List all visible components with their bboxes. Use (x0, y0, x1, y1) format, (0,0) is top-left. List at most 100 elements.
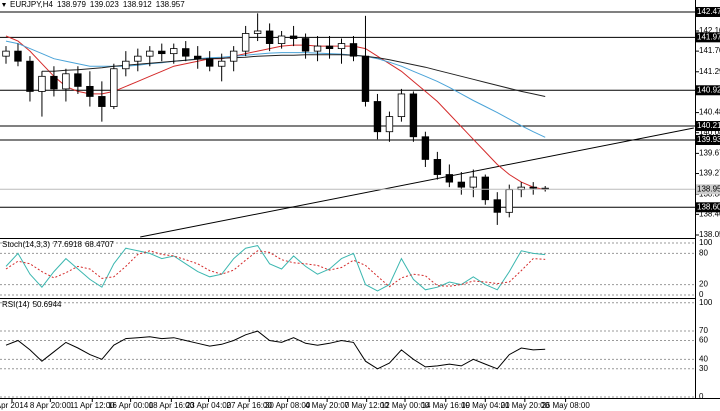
x-tick-label: Apr 2014 (0, 401, 29, 410)
menu-arrow (2, 3, 6, 7)
x-tick-label: 21 May 20:00 (501, 401, 550, 410)
x-tick-label: 26 May 08:00 (541, 401, 590, 410)
candle-body (445, 174, 454, 183)
ohlc-value: 138.912 (123, 0, 152, 9)
x-tick-label: 18 Apr 16:00 (149, 401, 195, 410)
candle-body (469, 176, 478, 188)
y-tick-label: 139.670 (699, 148, 720, 157)
chart-header: EURJPY,H4 138.979 139.023 138.912 138.957 (10, 0, 185, 9)
x-tick-label: 19 May 04:00 (461, 401, 510, 410)
y-tick-label: 138.050 (699, 230, 720, 239)
rsi-tick-label: 40 (699, 354, 708, 363)
level-label-box (696, 6, 720, 17)
candle-body (421, 136, 430, 160)
current-price-label: 138.957 (697, 184, 720, 193)
rsi-line (5, 330, 546, 370)
level-label: 141.974 (697, 32, 720, 41)
stoch-signal-value: 68.4707 (85, 240, 114, 249)
ohlc-value: 139.023 (90, 0, 119, 9)
x-tick-label: 14 May 16:00 (422, 401, 471, 410)
rsi-header: RSI(14) 50.6944 (2, 300, 62, 309)
candle-body (433, 159, 442, 175)
y-tick-label: 138.460 (699, 209, 720, 218)
stoch-tick-label: 20 (699, 280, 708, 289)
x-tick-label: 27 Apr 16:00 (227, 401, 273, 410)
level-label: 140.923 (697, 85, 720, 94)
y-tick-label: 142.10 (699, 26, 720, 35)
candle-body (2, 50, 10, 57)
candle-body (98, 96, 106, 107)
rsi-value: 50.6944 (33, 300, 62, 309)
candle-body (361, 55, 370, 102)
candle-body (86, 85, 94, 97)
candle-body (158, 50, 166, 55)
candle-body (182, 48, 190, 57)
trendline (140, 127, 694, 238)
candle-body (217, 60, 226, 67)
stoch-tick-label: 80 (699, 249, 708, 258)
candle-body (409, 93, 418, 138)
candle-body (325, 45, 334, 50)
candle-body (50, 75, 58, 90)
x-tick-label: 16 Apr 00:00 (108, 401, 154, 410)
candle-body (146, 50, 154, 57)
x-tick-label: 30 Apr 08:00 (265, 401, 311, 410)
level-label-box (696, 85, 720, 96)
candle-body (289, 35, 298, 39)
candle-body (253, 30, 262, 34)
level-label: 140.213 (697, 121, 720, 130)
candle-body (62, 73, 70, 90)
candle-body (505, 189, 513, 213)
y-tick-label: 140.480 (699, 108, 720, 117)
y-tick-label: 141.70 (699, 46, 720, 55)
x-tick-label: 7 May 12:00 (345, 401, 390, 410)
level-label-box (696, 202, 720, 213)
moving-average (5, 40, 546, 138)
candle-body (493, 199, 501, 213)
ohlc-value: 138.957 (156, 0, 185, 9)
level-label-box (696, 32, 720, 43)
level-label: 139.936 (697, 135, 720, 144)
candle-body (385, 116, 394, 133)
moving-average (5, 35, 546, 191)
candle-body (110, 68, 118, 107)
x-tick-label: 4 May 20:00 (305, 401, 350, 410)
rsi-tick-label: 100 (699, 298, 713, 307)
x-tick-label: 23 Apr 04:00 (186, 401, 232, 410)
x-tick-label: 11 Apr 12:00 (70, 401, 115, 410)
stoch-tick-label: 0 (699, 290, 704, 299)
rsi-tick-label: 70 (699, 326, 708, 335)
rsi-tick-label: 60 (699, 336, 708, 345)
candle-body (38, 75, 46, 92)
candle-body (373, 101, 382, 133)
rsi-tick-label: 30 (699, 364, 708, 373)
symbol: EURJPY,H4 (10, 0, 54, 9)
rsi-tick-label: 0 (699, 392, 704, 401)
candle-body (74, 73, 82, 87)
level-label: 138.600 (697, 202, 720, 211)
candle-body (14, 50, 22, 62)
current-price-box (696, 184, 720, 195)
level-label-box (696, 134, 720, 145)
stoch-label: Stoch(14,3,3) (2, 240, 50, 249)
ohlc-value: 138.979 (57, 0, 86, 9)
candle-body (349, 43, 358, 57)
candle-body (301, 38, 310, 52)
candle-body (397, 93, 406, 118)
candle-body (529, 186, 537, 189)
candle-body (277, 35, 286, 44)
candle-body (241, 33, 250, 52)
candle-body (194, 55, 202, 60)
level-label-box (696, 121, 720, 132)
level-label: 142.477 (697, 7, 720, 16)
candle-body (26, 60, 34, 92)
candle-body (134, 55, 142, 62)
candle-body (313, 45, 322, 52)
candle-body (206, 58, 214, 67)
candle-body (229, 50, 238, 62)
y-tick-label: 139.270 (699, 169, 720, 178)
stoch-main (5, 245, 546, 292)
stoch-tick-label: 100 (699, 238, 713, 247)
